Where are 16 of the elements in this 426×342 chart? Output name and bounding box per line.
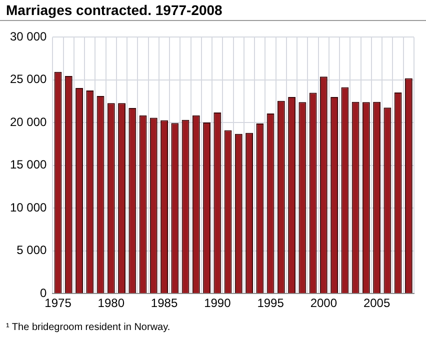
y-tick-label: 10 000 bbox=[10, 200, 48, 214]
y-tick-label: 25 000 bbox=[10, 72, 48, 86]
x-tick-label: 2005 bbox=[363, 296, 390, 310]
x-tick-label: 1985 bbox=[150, 296, 178, 310]
y-tick-label: 30 000 bbox=[10, 30, 48, 44]
y-tick-label: 5 000 bbox=[16, 243, 48, 258]
y-tick-label: 20 000 bbox=[10, 114, 48, 129]
y-tick-label: 0 bbox=[40, 286, 48, 300]
x-tick-label: 1990 bbox=[204, 296, 232, 310]
chart-title: Marriages contracted. 1977-2008 bbox=[6, 2, 222, 18]
x-tick-label: 1980 bbox=[98, 296, 125, 310]
x-tick-label: 1975 bbox=[44, 296, 72, 310]
y-tick-label: 15 000 bbox=[10, 158, 48, 172]
text: ¹ The bridegroom resident in Norway. bbox=[6, 322, 170, 333]
x-tick-label: 2000 bbox=[310, 296, 338, 310]
x-tick-label: 1995 bbox=[257, 296, 284, 310]
